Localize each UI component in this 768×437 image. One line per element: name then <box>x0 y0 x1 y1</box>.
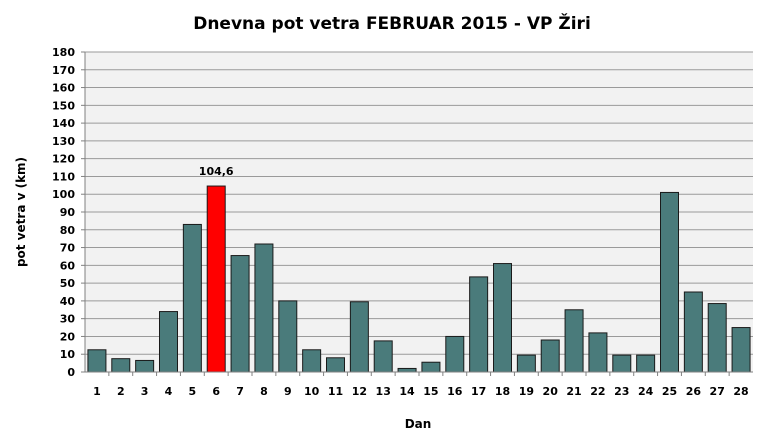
bar-day-26 <box>683 291 703 373</box>
bar-day-11 <box>326 357 345 373</box>
bar-day-5 <box>182 223 202 373</box>
x-tick-label: 24 <box>638 385 654 398</box>
y-tick-label: 80 <box>60 224 76 237</box>
chart-title: Dnevna pot vetra FEBRUAR 2015 - VP Žiri <box>193 12 591 34</box>
y-tick-label: 110 <box>52 170 75 183</box>
x-tick-label: 10 <box>304 385 320 398</box>
y-tick-label: 30 <box>60 313 76 326</box>
x-axis-label: Dan <box>405 417 432 431</box>
bar-day-12 <box>349 301 369 373</box>
x-tick-label: 28 <box>733 385 748 398</box>
x-tick-label: 23 <box>614 385 629 398</box>
x-tick-label: 1 <box>93 385 101 398</box>
bar-day-15 <box>421 361 441 373</box>
y-tick-label: 50 <box>60 277 76 290</box>
x-tick-label: 6 <box>212 385 220 398</box>
x-tick-label: 7 <box>236 385 244 398</box>
x-tick-label: 2 <box>117 385 125 398</box>
bar-day-17 <box>469 276 489 373</box>
y-axis-label: pot vetra v (km) <box>14 157 28 267</box>
x-tick-label: 18 <box>495 385 510 398</box>
bar-day-4 <box>159 311 178 373</box>
y-tick-label: 100 <box>52 188 75 201</box>
data-label-max: 104,6 <box>199 165 234 178</box>
bar-day-18 <box>493 263 512 373</box>
x-tick-labels: 1 2 3 4 5 6 7 8 9 10 11 12 13 14 15 16 17 18 19 20 21 22 23 24 2… <box>93 385 749 398</box>
y-tick-labels: 0 10 20 30 40 50 60 70 80 90 100 110 120 130 140 150 160… <box>52 46 75 379</box>
y-tick-label: 180 <box>52 46 75 59</box>
x-tick-label: 17 <box>471 385 486 398</box>
bar-day-24 <box>636 354 656 373</box>
bar-day-20 <box>540 339 560 373</box>
bar-day-21 <box>564 309 584 373</box>
bar-day-6 <box>206 185 226 373</box>
y-tick-label: 120 <box>52 153 75 166</box>
y-tick-label: 150 <box>52 99 75 112</box>
bar-day-28 <box>731 327 751 373</box>
x-tick-label: 8 <box>260 385 268 398</box>
x-tick-label: 26 <box>686 385 702 398</box>
x-tick-label: 13 <box>376 385 391 398</box>
x-tick-label: 19 <box>519 385 534 398</box>
bar-day-25 <box>660 191 679 373</box>
y-tick-label: 0 <box>67 366 75 379</box>
bar-day-13 <box>373 340 393 373</box>
x-tick-label: 14 <box>399 385 415 398</box>
x-tick-label: 11 <box>328 385 343 398</box>
y-tick-label: 140 <box>52 117 75 130</box>
bar-day-8 <box>254 243 274 373</box>
x-tick-label: 25 <box>662 385 677 398</box>
x-tick-label: 9 <box>284 385 292 398</box>
y-tick-label: 160 <box>52 82 75 95</box>
x-tick-label: 5 <box>189 385 197 398</box>
x-tick-label: 12 <box>352 385 367 398</box>
bar-day-3 <box>135 359 155 373</box>
bar-day-2 <box>111 358 131 373</box>
bar-day-23 <box>612 354 632 373</box>
y-tick-label: 170 <box>52 64 75 77</box>
y-tick-label: 10 <box>60 348 76 361</box>
bar-day-19 <box>516 354 536 373</box>
y-tick-label: 90 <box>60 206 76 219</box>
x-tick-label: 15 <box>423 385 438 398</box>
bar-day-16 <box>445 335 465 373</box>
bar-day-22 <box>588 332 608 373</box>
x-tick-label: 4 <box>165 385 173 398</box>
x-tick-label: 16 <box>447 385 463 398</box>
x-tick-label: 21 <box>566 385 581 398</box>
x-tick-label: 20 <box>543 385 559 398</box>
bar-day-1 <box>87 349 107 373</box>
bar-day-7 <box>230 255 250 373</box>
bar-day-9 <box>278 300 298 373</box>
x-tick-label: 22 <box>590 385 605 398</box>
bar-day-10 <box>302 349 322 373</box>
y-tick-label: 40 <box>60 295 76 308</box>
x-tick-label: 27 <box>710 385 725 398</box>
y-tick-label: 70 <box>60 242 76 255</box>
x-tick-label: 3 <box>141 385 149 398</box>
y-tick-label: 130 <box>52 135 75 148</box>
y-tick-label: 20 <box>60 330 76 343</box>
y-tick-label: 60 <box>60 259 76 272</box>
bar-day-27 <box>707 303 727 373</box>
data-labels: 104,6 <box>199 165 234 178</box>
bar-day-14 <box>397 367 417 373</box>
